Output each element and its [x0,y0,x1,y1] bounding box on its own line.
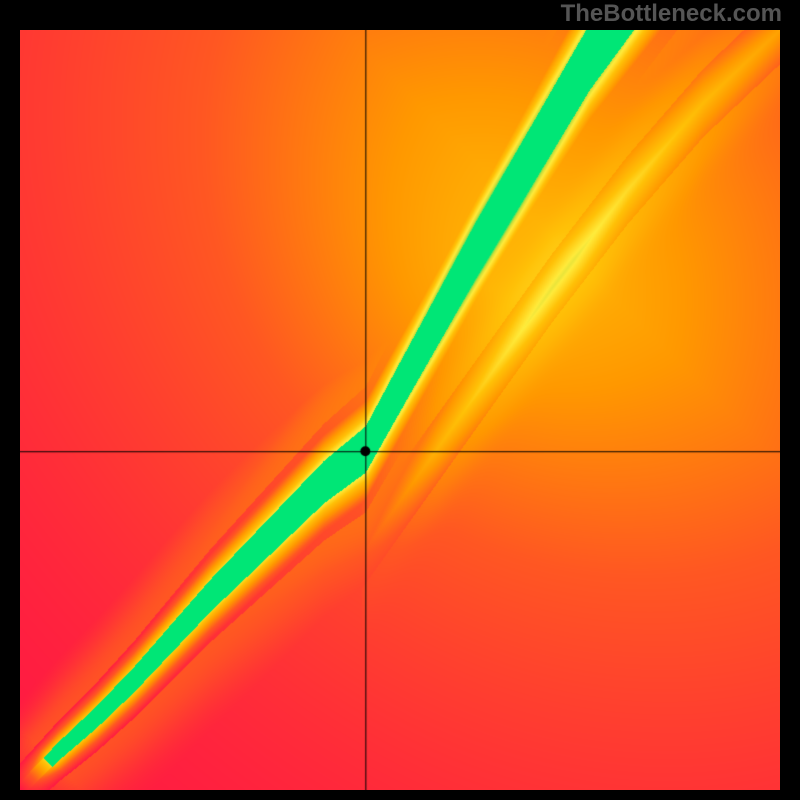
watermark-text: TheBottleneck.com [561,0,782,28]
bottleneck-heatmap [20,30,780,790]
